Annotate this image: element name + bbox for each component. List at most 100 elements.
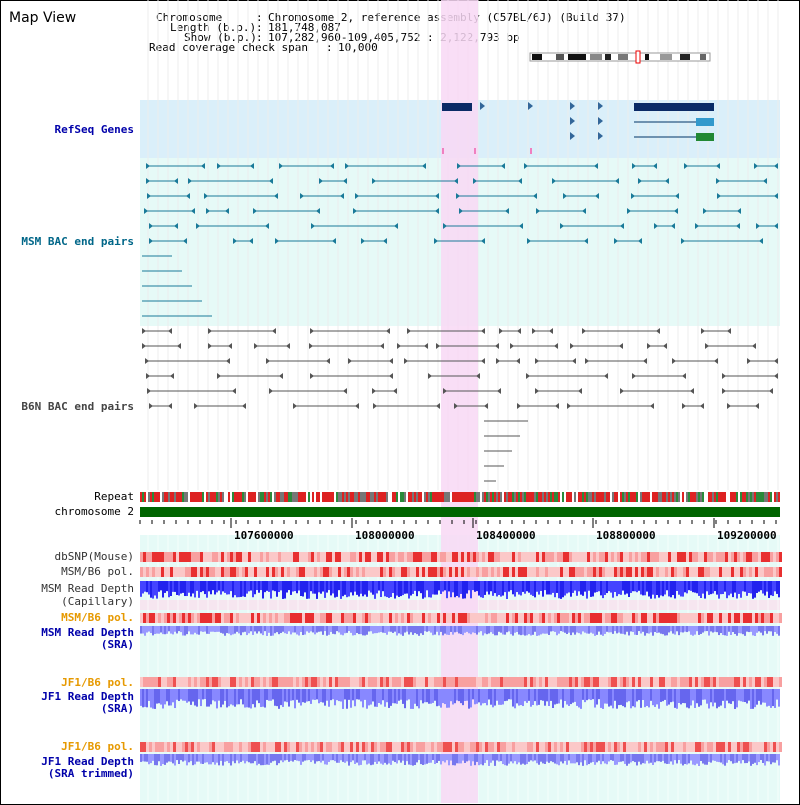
read-depth-bar — [668, 689, 670, 705]
read-depth-bar — [712, 581, 714, 594]
read-depth-bar — [644, 581, 646, 596]
read-depth-bar — [700, 754, 702, 762]
polymorphism-heat-cell — [350, 742, 353, 752]
polymorphism-heat-cell — [587, 613, 590, 623]
track-label-msm-bac[interactable]: MSM BAC end pairs — [21, 235, 134, 248]
read-depth-bar — [186, 626, 188, 635]
read-depth-bar — [706, 581, 708, 592]
repeat-block — [416, 492, 418, 502]
read-depth-bar — [648, 689, 650, 708]
read-depth-bar — [550, 626, 552, 632]
polymorphism-heat-cell — [377, 552, 380, 562]
read-depth-bar — [308, 581, 310, 599]
repeat-block — [182, 492, 184, 502]
polymorphism-heat-cell — [434, 613, 437, 623]
read-depth-bar — [200, 581, 202, 593]
read-depth-bar — [584, 626, 586, 633]
read-depth-bar — [434, 689, 436, 701]
polymorphism-heat-cell — [704, 613, 707, 623]
bac-end — [319, 178, 323, 184]
read-depth-bar — [586, 581, 588, 599]
read-depth-bar — [180, 581, 182, 594]
read-depth-bar — [664, 581, 666, 595]
polymorphism-heat-cell — [569, 742, 572, 752]
read-depth-bar — [640, 689, 642, 708]
read-depth-bar — [470, 689, 472, 708]
polymorphism-heat-cell — [434, 677, 437, 687]
read-depth-bar — [524, 626, 526, 636]
read-depth-bar — [202, 689, 204, 700]
polymorphism-heat-cell — [341, 677, 344, 687]
track-label-refseq[interactable]: RefSeq Genes — [54, 123, 134, 136]
read-depth-bar — [576, 689, 578, 706]
read-depth-bar — [720, 754, 722, 763]
read-depth-bar — [322, 689, 324, 703]
read-depth-bar — [344, 689, 346, 700]
polymorphism-heat-cell — [347, 613, 350, 623]
read-depth-bar — [490, 581, 492, 592]
read-depth-bar — [140, 689, 142, 706]
polymorphism-heat-cell — [659, 742, 662, 752]
read-depth-bar — [740, 626, 742, 634]
polymorphism-heat-cell — [182, 552, 185, 562]
polymorphism-heat-cell — [476, 677, 479, 687]
polymorphism-heat-cell — [227, 677, 230, 687]
read-depth-bar — [640, 626, 642, 634]
read-depth-bar — [178, 754, 180, 764]
read-depth-bar — [760, 689, 762, 705]
polymorphism-heat-cell — [182, 742, 185, 752]
read-depth-bar — [580, 689, 582, 709]
repeat-block — [736, 492, 738, 502]
read-depth-bar — [414, 754, 416, 766]
repeat-block — [510, 492, 512, 502]
read-depth-bar — [588, 689, 590, 700]
read-depth-bar — [336, 689, 338, 701]
read-depth-bar — [400, 689, 402, 700]
read-depth-bar — [766, 754, 768, 762]
polymorphism-heat-cell — [593, 677, 596, 687]
polymorphism-heat-cell — [353, 613, 356, 623]
read-depth-bar — [704, 689, 706, 700]
read-depth-bar — [622, 689, 624, 707]
polymorphism-heat-cell — [497, 677, 500, 687]
read-depth-bar — [442, 754, 444, 762]
read-depth-bar — [668, 754, 670, 764]
polymorphism-heat-cell — [470, 742, 473, 752]
read-depth-bar — [438, 689, 440, 706]
read-depth-bar — [484, 754, 486, 763]
read-depth-bar — [562, 626, 564, 632]
polymorphism-heat-cell — [644, 567, 647, 577]
track-label-b6n-bac[interactable]: B6N BAC end pairs — [21, 400, 134, 413]
read-depth-bar — [252, 689, 254, 705]
read-depth-bar — [556, 581, 558, 593]
read-depth-bar — [706, 626, 708, 632]
read-depth-bar — [180, 626, 182, 633]
polymorphism-heat-cell — [686, 567, 689, 577]
polymorphism-heat-cell — [734, 613, 737, 623]
page-title: Map View — [9, 10, 77, 26]
refseq-arrow — [570, 102, 575, 110]
polymorphism-heat-cell — [401, 552, 404, 562]
bac-end — [560, 223, 564, 229]
read-depth-bar — [298, 626, 300, 636]
polymorphism-heat-cell — [368, 613, 371, 623]
read-depth-bar — [354, 626, 356, 636]
polymorphism-heat-cell — [761, 613, 764, 623]
read-depth-bar — [508, 581, 510, 592]
polymorphism-heat-cell — [206, 567, 209, 577]
read-depth-bar — [656, 754, 658, 762]
polymorphism-heat-cell — [722, 677, 725, 687]
repeat-block — [608, 492, 610, 502]
polymorphism-heat-cell — [167, 677, 170, 687]
read-depth-bar — [286, 581, 288, 593]
bac-end — [481, 328, 485, 334]
read-depth-bar — [154, 626, 156, 634]
read-depth-bar — [722, 626, 724, 636]
read-depth-bar — [600, 754, 602, 765]
polymorphism-heat-cell — [605, 677, 608, 687]
read-depth-bar — [740, 754, 742, 764]
bac-end — [585, 358, 589, 364]
read-depth-bar — [618, 626, 620, 633]
read-depth-bar — [312, 754, 314, 761]
